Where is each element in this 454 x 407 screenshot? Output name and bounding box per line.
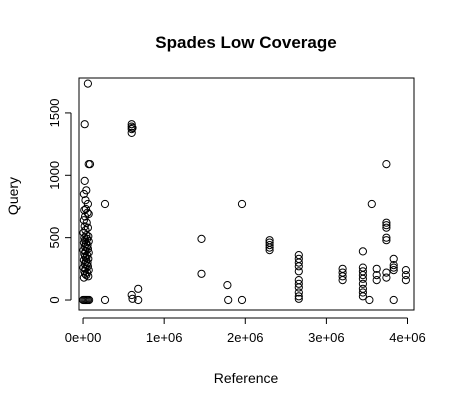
x-tick-label: 1e+06 [146,330,183,345]
data-point [358,292,367,301]
data-point [127,128,136,137]
x-axis: 0e+00 1e+06 2e+06 3e+06 4e+06 [65,317,426,345]
data-point [389,266,398,275]
data-point [382,268,391,277]
data-point [197,269,206,278]
data-point [127,125,136,134]
data-point [83,223,93,232]
data-point [358,247,367,256]
x-tick-label: 3e+06 [308,330,345,345]
data-point [382,218,391,227]
data-point [294,294,303,303]
data-point [80,120,89,129]
data-point [265,241,274,250]
data-point [372,264,381,273]
data-point [372,276,381,285]
data-points [79,79,410,305]
data-point [338,272,347,281]
data-point [401,276,410,285]
data-point [358,288,367,297]
data-point [85,160,95,169]
data-point [382,236,391,245]
data-point [372,271,381,280]
data-point [127,120,136,129]
y-axis: 0 500 1000 1500 [47,98,72,304]
data-point [81,212,90,221]
data-point [79,189,89,199]
data-point [128,294,137,303]
data-point [382,273,391,282]
y-tick-label: 1500 [47,98,62,127]
data-point [79,216,89,225]
data-point [338,276,347,285]
data-point [389,263,398,272]
plot-frame [78,77,415,311]
data-point [100,199,110,209]
y-tick-label: 1000 [47,161,62,190]
data-point [83,199,93,209]
y-tick-label: 500 [47,227,62,249]
x-axis-label: Reference [214,370,279,386]
data-point [197,234,206,243]
x-tick-label: 0e+00 [65,330,102,345]
data-point [237,199,247,209]
data-point [294,262,303,271]
data-point [127,290,136,300]
data-point [84,272,93,281]
data-point [80,176,89,185]
data-point [224,295,233,305]
data-point [382,221,391,230]
x-tick-label: 2e+06 [227,330,264,345]
data-point [382,233,391,242]
data-point [134,295,143,305]
data-point [85,295,94,305]
data-point [382,160,391,169]
data-point [294,292,303,301]
chart-title: Spades Low Coverage [155,33,336,52]
data-point [358,271,367,280]
data-point [294,279,303,288]
data-point [358,274,367,283]
data-point [82,271,91,280]
data-point [365,295,374,305]
data-point [367,199,376,209]
data-point [401,266,410,275]
data-point [294,283,303,292]
data-point [389,295,398,305]
data-point [127,122,136,131]
data-point [294,258,303,267]
data-point [223,281,232,290]
data-point [100,295,110,305]
data-point [265,243,274,252]
data-point [134,284,143,293]
data-point [294,267,303,276]
data-point [128,123,137,133]
data-point [389,261,398,270]
data-point [389,254,398,263]
data-point [358,279,367,288]
data-point [265,246,274,255]
data-point [382,223,391,232]
y-tick-label: 0 [47,296,62,303]
x-tick-label: 4e+06 [389,330,426,345]
data-point [83,79,93,88]
data-point [237,295,247,305]
data-point [401,271,410,280]
y-axis-label: Query [5,177,21,215]
data-point [79,273,89,282]
data-point [294,288,303,297]
